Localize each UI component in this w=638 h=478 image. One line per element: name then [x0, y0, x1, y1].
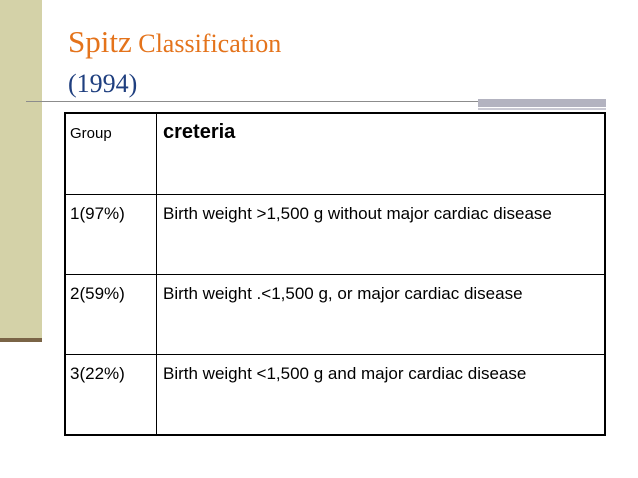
- row-criteria: Birth weight .<1,500 g, or major cardiac…: [156, 274, 606, 355]
- title-divider-accent: [478, 99, 606, 107]
- table-row: 3(22%) Birth weight <1,500 g and major c…: [64, 354, 606, 436]
- title-divider: [26, 101, 606, 102]
- row-criteria: Birth weight <1,500 g and major cardiac …: [156, 354, 606, 436]
- row-group: 1(97%): [64, 194, 157, 275]
- side-decoration-bar: [0, 0, 42, 342]
- title-year: (1994): [68, 69, 138, 98]
- title-spitz: Spitz: [68, 24, 132, 59]
- table-row: 1(97%) Birth weight >1,500 g without maj…: [64, 194, 606, 275]
- header-criteria: creteria: [156, 112, 606, 195]
- table-header-row: Group creteria: [64, 112, 606, 195]
- row-criteria: Birth weight >1,500 g without major card…: [156, 194, 606, 275]
- title-classification: Classification: [138, 29, 282, 58]
- title-divider-accent-thin: [478, 108, 606, 110]
- side-decoration-rule: [0, 338, 42, 342]
- classification-table: Group creteria 1(97%) Birth weight >1,50…: [64, 112, 606, 436]
- row-group: 3(22%): [64, 354, 157, 436]
- table-row: 2(59%) Birth weight .<1,500 g, or major …: [64, 274, 606, 355]
- row-group: 2(59%): [64, 274, 157, 355]
- slide-title: Spitz Classification (1994): [68, 22, 281, 104]
- header-group: Group: [64, 112, 157, 195]
